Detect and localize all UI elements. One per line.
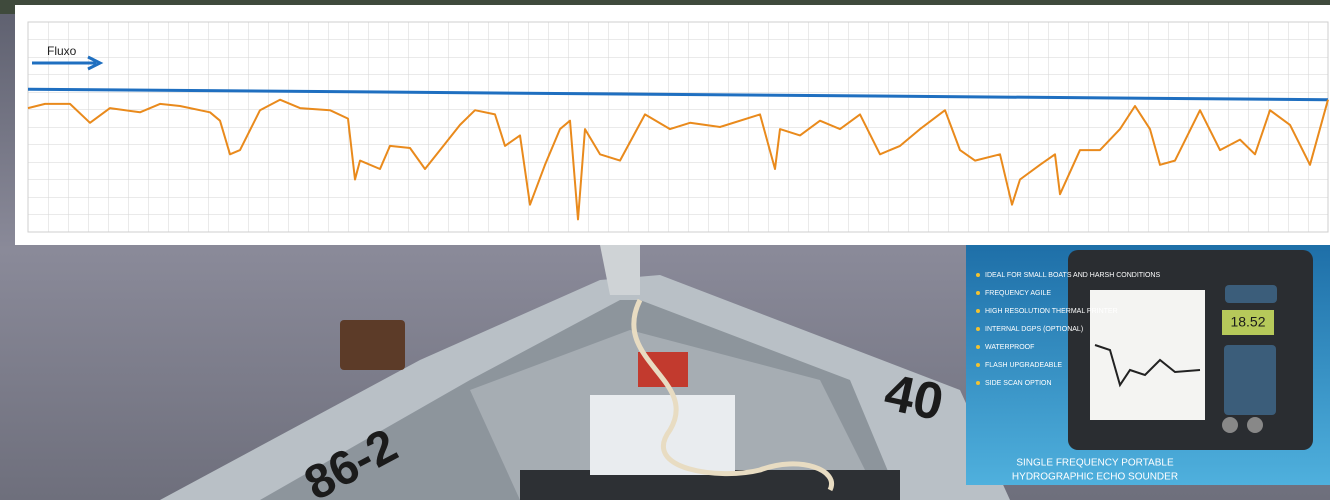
data-line [27, 98, 1329, 221]
boat: 40 86-2 [160, 245, 1010, 500]
flow-arrow-head [87, 55, 104, 71]
feature-text: INTERNAL DGPS (OPTIONAL) [985, 326, 1083, 333]
feature-text: WATERPROOF [985, 344, 1034, 351]
bullet-dot [976, 273, 980, 277]
caption: SINGLE FREQUENCY PORTABLE [1016, 458, 1174, 469]
bullet-dot [976, 363, 980, 367]
feature-text: IDEAL FOR SMALL BOATS AND HARSH CONDITIO… [985, 272, 1160, 279]
feature-text: FLASH UPGRADEABLE [985, 362, 1062, 369]
feature-text: HIGH RESOLUTION THERMAL PRINTER [985, 308, 1118, 315]
annotation: Fluxo [47, 44, 77, 58]
bullet-dot [976, 309, 980, 313]
feature-text: FREQUENCY AGILE [985, 290, 1051, 297]
bullet-dot [976, 345, 980, 349]
feature-text: SIDE SCAN OPTION [985, 380, 1052, 387]
feature-list: IDEAL FOR SMALL BOATS AND HARSH CONDITIO… [976, 272, 1160, 387]
boat-number: 40 [880, 363, 949, 432]
caption: HYDROGRAPHIC ECHO SOUNDER [1012, 472, 1178, 483]
bullet-dot [976, 291, 980, 295]
bullet-dot [976, 381, 980, 385]
data-line [27, 87, 1329, 102]
bullet-dot [976, 327, 980, 331]
echo-sounder-ad: 18.52 IDEAL FOR SMALL BOATS AND HARSH CO… [966, 245, 1330, 485]
display-reading: 18.52 [1230, 314, 1265, 330]
plot [27, 87, 1329, 221]
